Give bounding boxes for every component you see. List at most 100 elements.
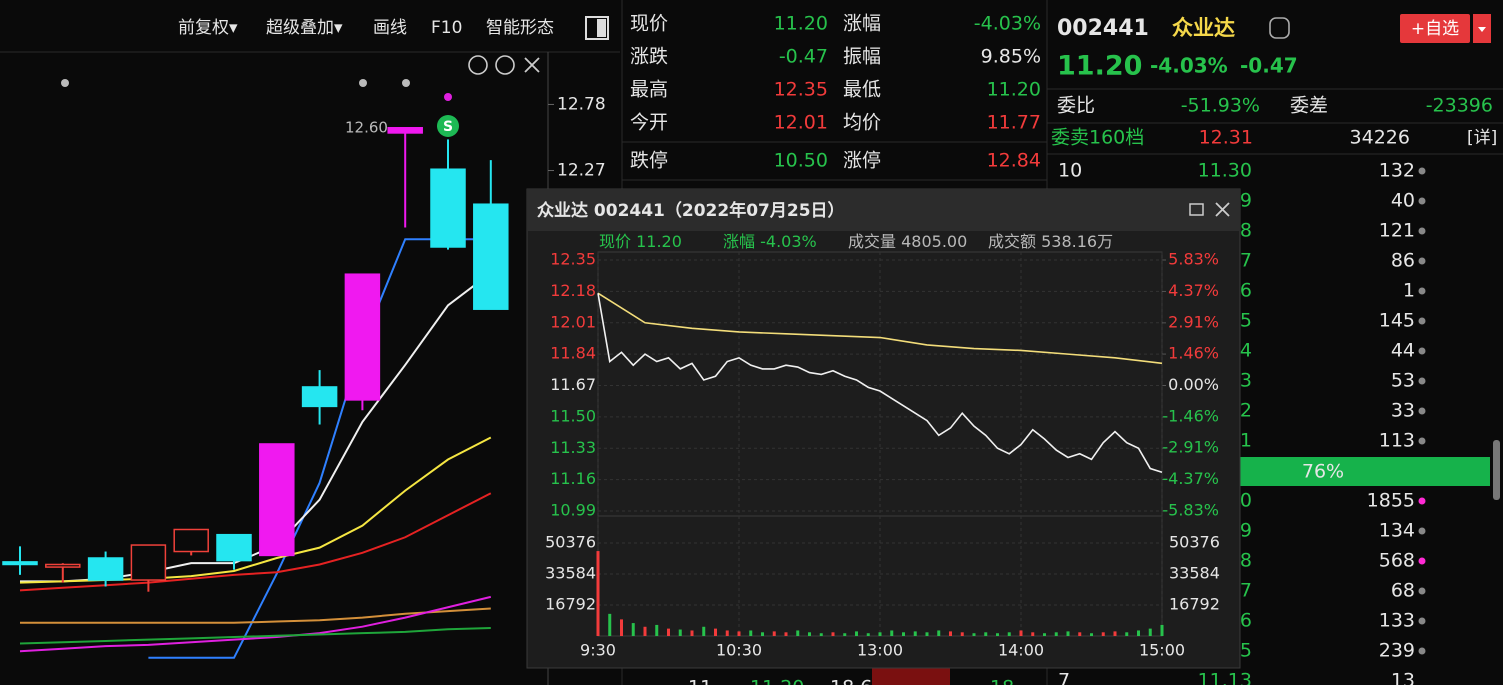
order-dot (1418, 407, 1426, 415)
order-quantity: 13 (1391, 670, 1415, 685)
moving-average (19, 492, 492, 592)
ratio-bar (1240, 457, 1490, 486)
volume-bar (1090, 633, 1093, 636)
order-quantity: 33 (1391, 400, 1415, 422)
close-icon[interactable] (524, 57, 540, 73)
volume-tick-label: 33584 (1169, 564, 1220, 583)
help-icon[interactable] (495, 55, 515, 75)
quote-value: 10.50 (774, 150, 828, 172)
order-quantity: 133 (1379, 610, 1415, 632)
order-quantity: 40 (1391, 190, 1415, 212)
candle-body (2, 561, 38, 566)
level-label: 10 (1058, 160, 1082, 182)
x-tick-label: 13:00 (857, 641, 903, 660)
y-tick-label: 12.01 (550, 312, 596, 331)
maximize-icon[interactable] (1189, 203, 1204, 216)
alert-icon[interactable] (1269, 17, 1290, 39)
order-quantity: 121 (1379, 220, 1415, 242)
volume-bar (761, 632, 764, 636)
y-tick-label: 12.35 (550, 250, 596, 269)
candle-body (344, 273, 381, 401)
kline-chart: 12.78 12.27 12.60 S (2, 52, 606, 685)
quote-value: -4.03% (974, 13, 1041, 35)
y2-tick-label: -1.46% (1162, 406, 1219, 425)
volume-bar (878, 632, 882, 636)
quote-value: 11.20 (987, 79, 1041, 101)
header-item: 成交额 538.16万 (988, 232, 1113, 251)
quote-value: 9.85% (981, 46, 1041, 68)
y-tick-label: 10.99 (550, 501, 596, 520)
x-tick-label: 14:00 (998, 641, 1044, 660)
volume-tick-label: 16792 (545, 595, 596, 614)
volume-bar (902, 632, 905, 636)
volume-bar (1101, 632, 1105, 636)
level-label: 7 (1058, 670, 1070, 685)
y2-tick-label: 1.46% (1168, 344, 1219, 363)
scrollbar[interactable] (1493, 440, 1500, 500)
order-quantity: 132 (1379, 160, 1415, 182)
volume-bar (596, 551, 600, 636)
volume-bar (831, 632, 835, 636)
toolbar-item[interactable]: 前复权▾ (178, 18, 238, 38)
highlight-cell (872, 668, 950, 685)
volume-bar (784, 632, 788, 636)
volume-bar (996, 633, 999, 636)
header-value: 11.20 (636, 232, 682, 251)
value: -23396 (1426, 95, 1493, 117)
y2-tick-label: -4.37% (1162, 469, 1219, 488)
average-line (597, 292, 1163, 365)
header-value: -4.03% (760, 232, 817, 251)
y-tick-label: 11.16 (550, 469, 596, 488)
order-dot (1418, 437, 1426, 445)
quote-value: 12.01 (774, 112, 828, 134)
order-dot (1418, 227, 1426, 235)
order-quantity: 86 (1391, 250, 1415, 272)
volume-bar (1160, 624, 1164, 636)
moving-average (20, 607, 491, 624)
quote-label: 涨停 (843, 150, 881, 172)
popup-body (526, 188, 1241, 669)
watchlist-button[interactable] (1400, 14, 1470, 43)
volume-bar (1043, 633, 1046, 636)
volume-bar (1019, 630, 1023, 636)
order-dot (1418, 587, 1426, 595)
volume-tick-label: 33584 (545, 564, 596, 583)
toolbar-item[interactable]: 智能形态 (486, 18, 554, 38)
toolbar-item[interactable]: F10 (431, 18, 462, 38)
y2-tick-label: 0.00% (1168, 375, 1219, 394)
order-quantity: 134 (1379, 520, 1415, 542)
toolbar-item[interactable]: 画线 (373, 18, 407, 38)
strip-text: 11 (688, 677, 712, 685)
quote-label: 最高 (630, 79, 668, 101)
y-tick-label: 11.33 (550, 438, 596, 457)
volume-bar (1066, 631, 1070, 636)
volume-bar (655, 624, 659, 636)
change: -0.47 (1240, 54, 1298, 78)
price-line (597, 293, 1163, 474)
panel-toggle-icon[interactable] (585, 16, 609, 40)
quote-label: 跌停 (630, 150, 668, 172)
volume-bar (1113, 631, 1117, 636)
candle-body (173, 528, 209, 553)
order-dot (1418, 347, 1426, 355)
quote-value: -0.47 (779, 46, 828, 68)
toolbar-item[interactable]: 超级叠加▾ (266, 18, 343, 38)
header-item: 成交量 4805.00 (848, 232, 967, 251)
close-icon[interactable] (1215, 202, 1230, 217)
watchlist-button-label[interactable]: +自选 (1411, 19, 1459, 39)
order-dot (1418, 377, 1426, 385)
intraday-popup: 众业达 002441（2022年07月25日） 现价 11.20 涨幅 -4.03%… (526, 188, 1241, 669)
quote-label: 振幅 (843, 46, 881, 68)
quote-label: 现价 (630, 13, 668, 35)
x-tick-label: 10:30 (716, 641, 762, 660)
popup-titlebar (527, 189, 1240, 231)
volume-bar (890, 630, 894, 636)
detail-link[interactable]: [详] (1467, 128, 1497, 148)
settings-icon[interactable] (468, 55, 488, 75)
volume-bar (1125, 632, 1129, 636)
quote-label: 涨幅 (843, 13, 881, 35)
volume-bar (631, 623, 635, 636)
volume-bar (843, 633, 847, 636)
candle-body (473, 203, 509, 310)
